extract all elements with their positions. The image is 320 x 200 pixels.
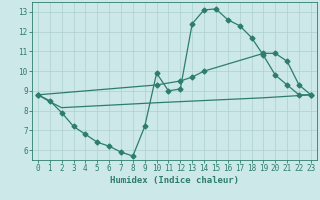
X-axis label: Humidex (Indice chaleur): Humidex (Indice chaleur) (110, 176, 239, 185)
